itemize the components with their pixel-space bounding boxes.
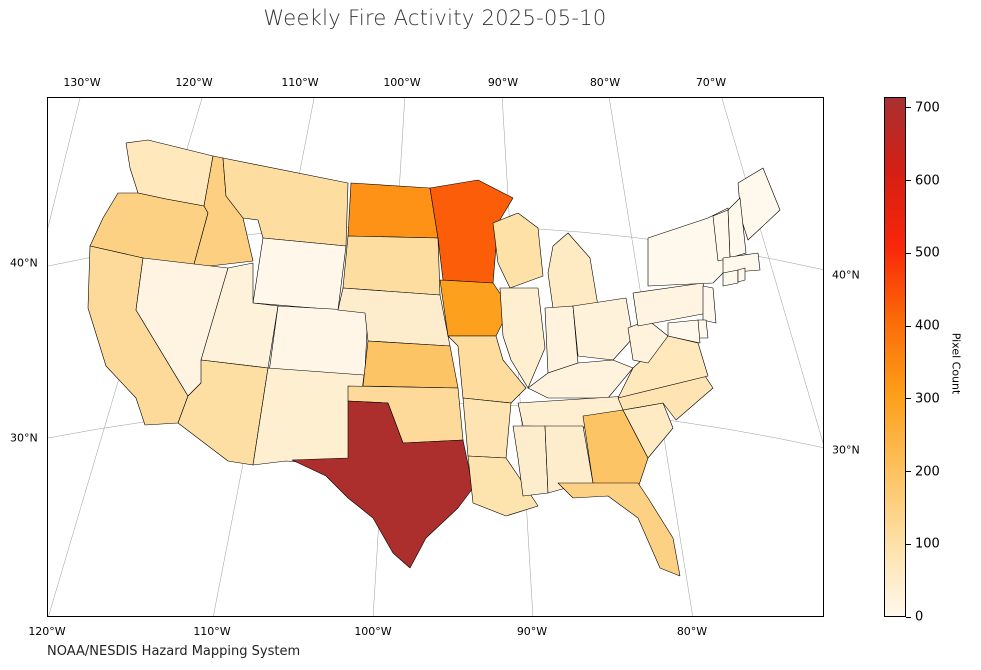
colorbar-tick-label: 100 [915,536,940,552]
state-md [667,319,701,344]
state-nj [702,285,717,324]
state-la [467,455,539,517]
colorbar-tick-label: 600 [915,173,940,189]
state-nd [347,182,439,239]
top-tick-label: 80°W [589,76,621,89]
colorbar-tick-mark [906,616,911,618]
right-tick-label: 30°N [832,443,860,457]
state-ia [439,279,511,337]
colorbar-tick-mark [906,252,911,254]
state-oh [572,297,634,361]
state-ri [737,267,746,283]
state-me [737,167,781,241]
left-tick-label: 40°N [10,256,38,270]
top-tick-label: 70°W [695,76,727,89]
state-mt [222,157,349,247]
state-ma [722,252,761,274]
top-tick-label: 110°W [281,76,319,89]
colorbar-tick-label: 700 [915,100,940,116]
state-mi [547,232,599,309]
colorbar-tick-mark [906,471,911,473]
bottom-tick-label: 120°W [28,625,66,638]
colorbar-tick-label: 200 [915,464,940,480]
state-ar [462,397,512,459]
bottom-tick-label: 110°W [193,625,231,638]
state-polygons [87,139,781,577]
top-tick-label: 130°W [63,76,101,89]
colorbar-tick-mark [906,107,911,109]
state-nm [252,367,365,467]
colorbar-tick-label: 300 [915,391,940,407]
top-tick-label: 120°W [175,76,213,89]
bottom-tick-label: 90°W [516,625,548,638]
state-wi [492,212,544,289]
colorbar [884,97,906,617]
top-tick-label: 90°W [487,76,519,89]
colorbar-tick-mark [906,325,911,327]
map-title: Weekly Fire Activity 2025-05-10 [263,6,607,30]
bottom-tick-label: 80°W [676,625,708,638]
colorbar-tick-label: 400 [915,318,940,334]
state-ms [512,425,549,497]
state-ky [527,359,634,399]
state-ct [722,269,739,287]
state-ga [582,409,649,489]
colorbar-label: Pixel Count [949,332,963,395]
left-tick-label: 30°N [10,431,38,445]
colorbar-tick-label: 500 [915,245,940,261]
source-credit: NOAA/NESDIS Hazard Mapping System [47,644,301,659]
state-mn [429,179,514,284]
state-in [544,305,579,374]
graticule-lon-130 [48,98,81,229]
right-tick-label: 40°N [832,268,860,282]
conus-choropleth [48,98,823,616]
map-panel [47,97,824,617]
bottom-tick-label: 100°W [354,625,392,638]
graticule-lon-70 [721,98,823,444]
state-fl [557,482,681,577]
state-wy [252,237,347,311]
state-pa [632,282,709,327]
state-mo [447,335,527,404]
colorbar-tick-mark [906,398,911,400]
state-tx [291,400,474,569]
top-tick-label: 100°W [383,76,421,89]
colorbar-tick-mark [906,180,911,182]
state-ks [362,340,459,389]
colorbar-tick-label: 0 [915,609,924,625]
colorbar-tick-mark [906,543,911,545]
state-sd [342,235,441,296]
